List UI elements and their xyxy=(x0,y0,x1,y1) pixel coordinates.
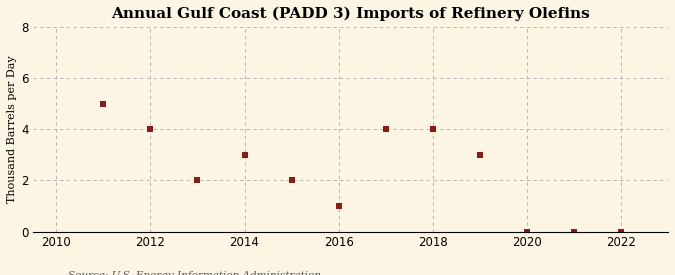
Y-axis label: Thousand Barrels per Day: Thousand Barrels per Day xyxy=(7,55,17,203)
Text: Source: U.S. Energy Information Administration: Source: U.S. Energy Information Administ… xyxy=(68,271,321,275)
Title: Annual Gulf Coast (PADD 3) Imports of Refinery Olefins: Annual Gulf Coast (PADD 3) Imports of Re… xyxy=(111,7,590,21)
